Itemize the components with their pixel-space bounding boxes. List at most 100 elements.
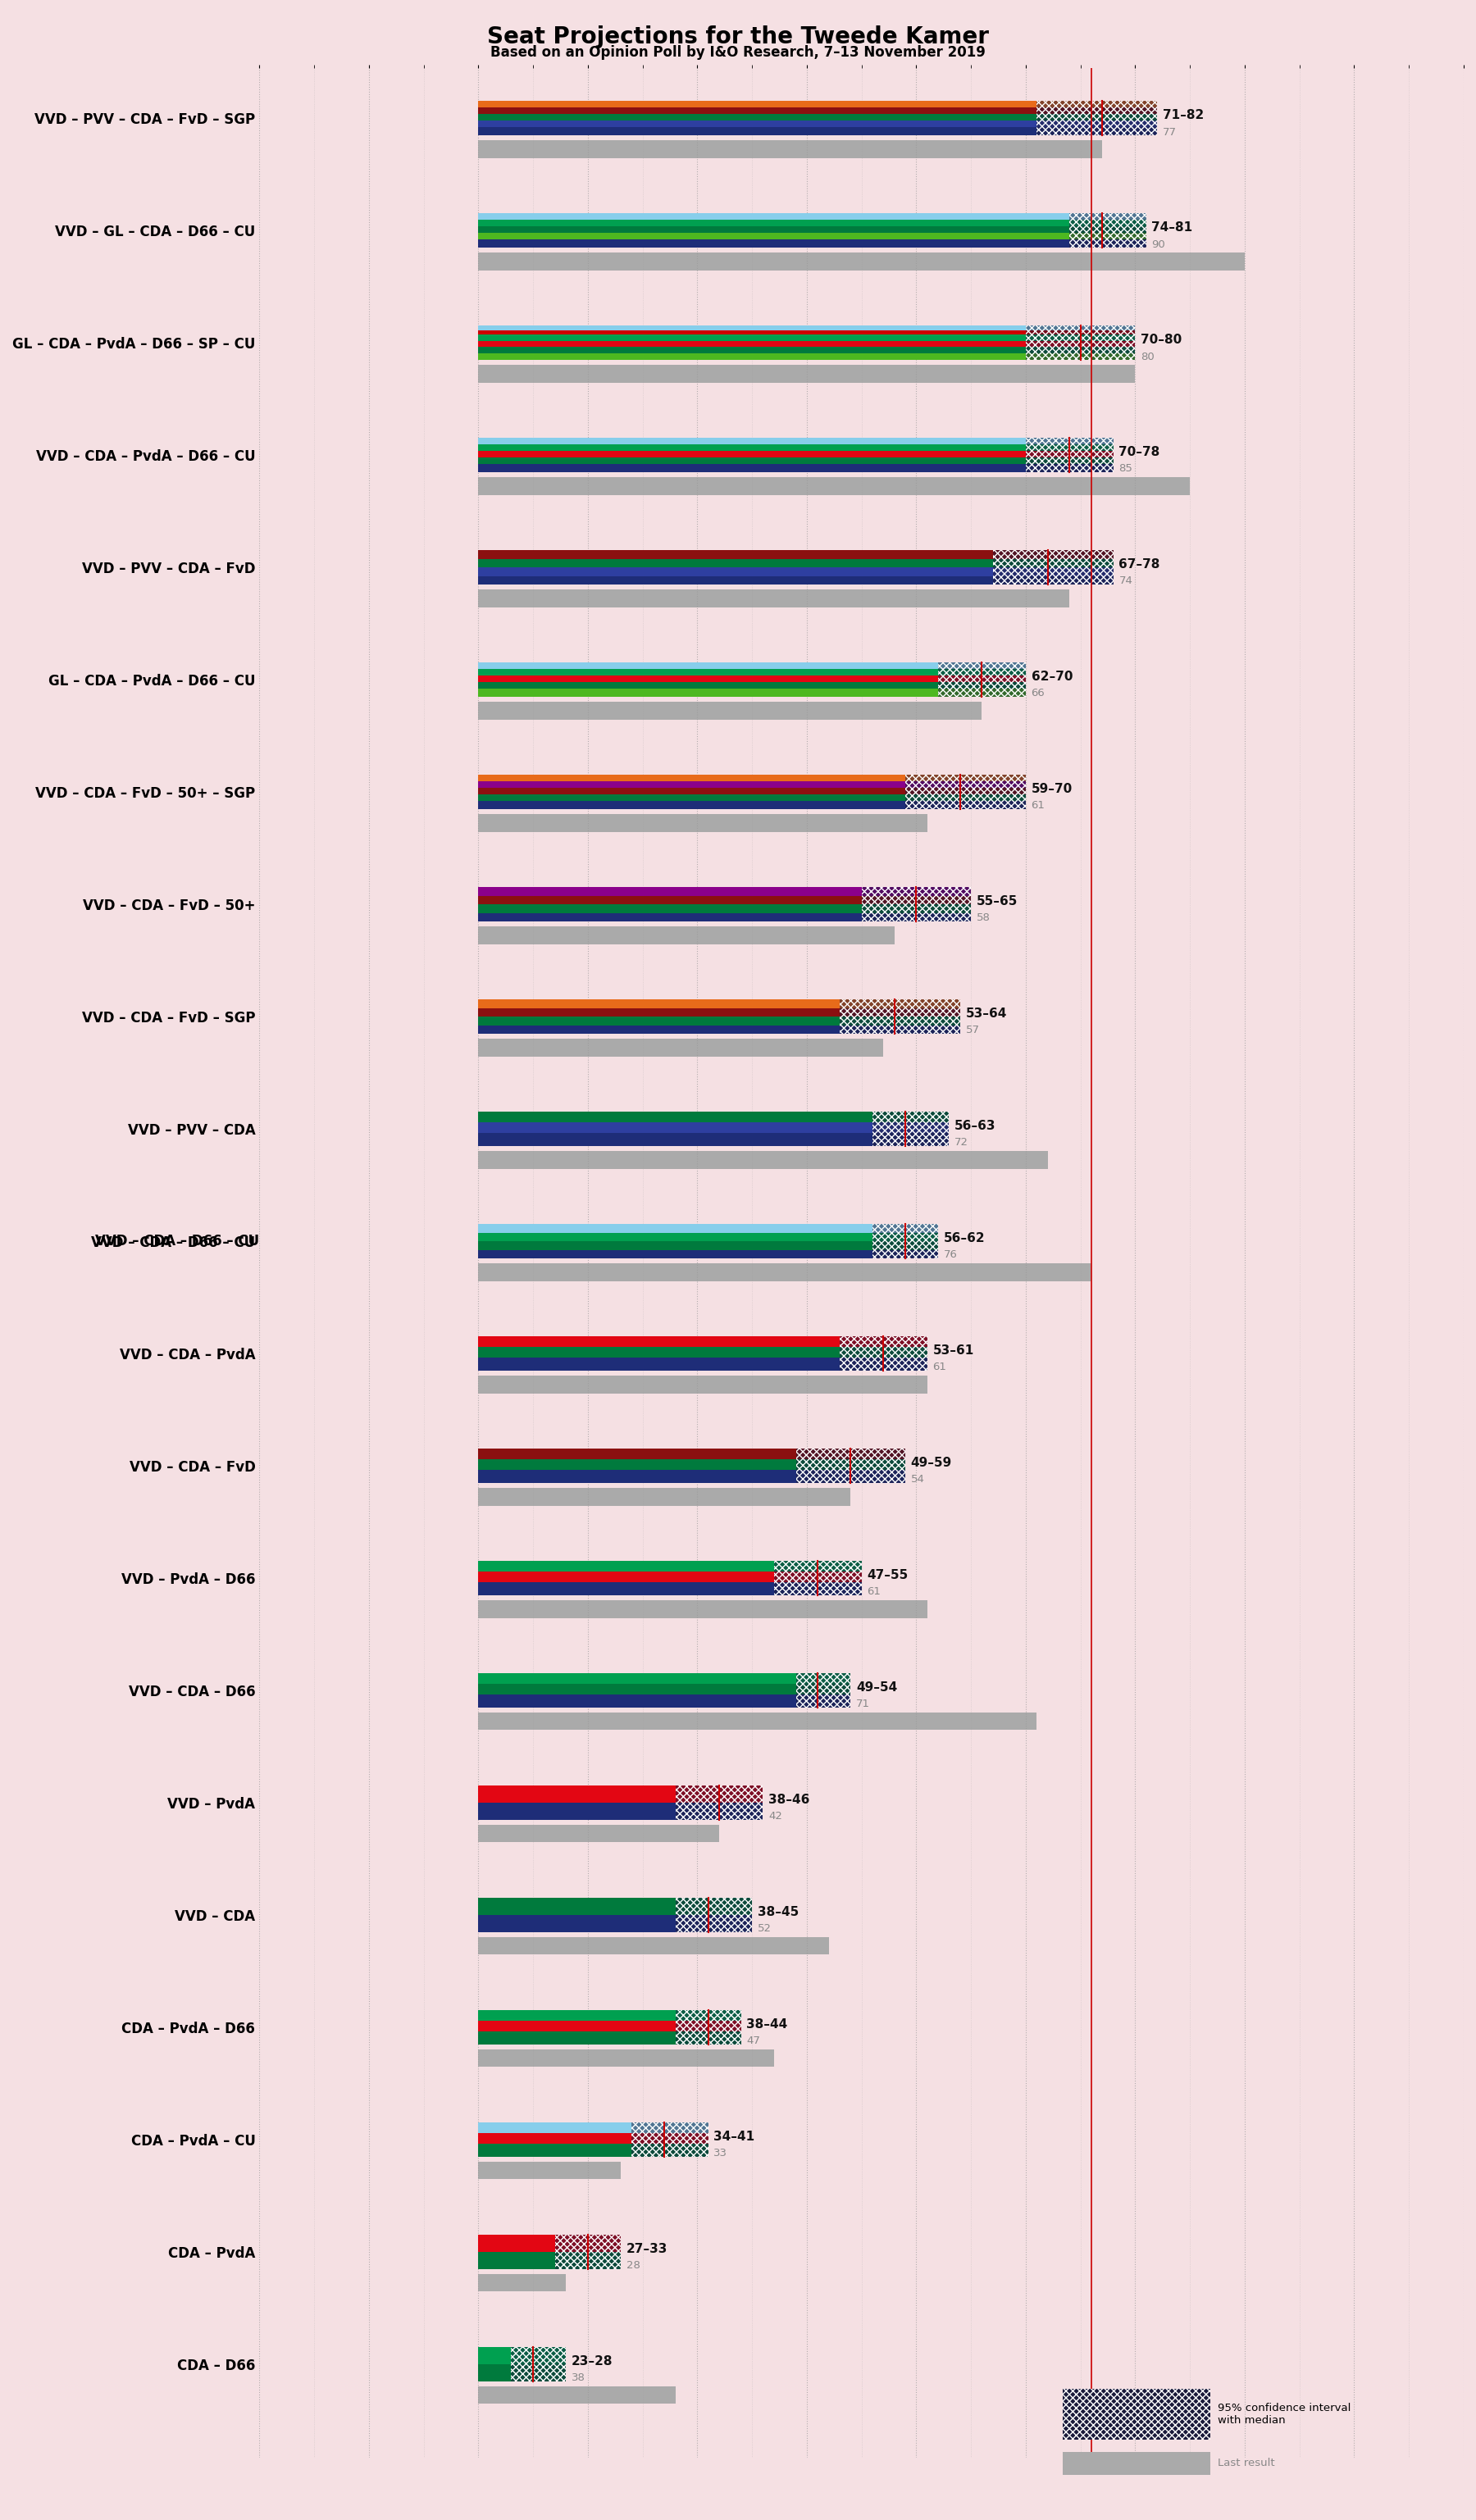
Text: 47–55: 47–55 (866, 1570, 908, 1580)
Bar (796, 1673, 850, 1709)
Bar (478, 2273, 565, 2291)
Bar (478, 703, 982, 718)
Bar (872, 1225, 939, 1257)
Text: Seat Projections for the Tweede Kamer: Seat Projections for the Tweede Kamer (487, 25, 989, 48)
Bar (872, 1111, 949, 1147)
Text: 70–78: 70–78 (1119, 446, 1160, 459)
Bar (862, 887, 971, 922)
Bar (840, 1336, 927, 1371)
Bar (1036, 101, 1157, 136)
Text: 72: 72 (955, 1137, 968, 1149)
Bar (478, 1376, 927, 1394)
Bar (1070, 214, 1147, 247)
Text: 80: 80 (1141, 350, 1154, 363)
Text: 66: 66 (1032, 688, 1045, 698)
Text: 61: 61 (1032, 801, 1045, 811)
Text: VVD – CDA – D66 – CU: VVD – CDA – D66 – CU (96, 1235, 260, 1250)
Text: 28: 28 (626, 2260, 641, 2271)
Text: 38–46: 38–46 (769, 1794, 810, 1807)
Bar (905, 776, 1026, 809)
Text: 71–82: 71–82 (1163, 108, 1204, 121)
Bar (478, 1263, 1091, 1280)
Bar (1026, 325, 1135, 360)
Bar (905, 776, 1026, 809)
Bar (555, 2235, 620, 2268)
Bar (478, 1600, 927, 1618)
Bar (939, 663, 1026, 698)
Text: 90: 90 (1151, 239, 1166, 249)
Bar (478, 1152, 1048, 1169)
Bar (632, 2122, 708, 2157)
Text: 56–62: 56–62 (943, 1232, 984, 1245)
Bar (478, 590, 1070, 607)
Bar (1036, 101, 1157, 136)
Text: 27–33: 27–33 (626, 2243, 667, 2255)
Bar (1070, 214, 1147, 247)
Bar (478, 476, 1190, 494)
Text: 70–80: 70–80 (1141, 333, 1182, 345)
Bar (478, 365, 1135, 383)
Text: 53–64: 53–64 (965, 1008, 1007, 1021)
Bar (511, 2346, 565, 2381)
Text: 49–54: 49–54 (856, 1681, 897, 1693)
Text: 59–70: 59–70 (1032, 784, 1073, 796)
Text: 95% confidence interval
with median: 95% confidence interval with median (1218, 2402, 1351, 2427)
Bar (478, 1489, 850, 1504)
Bar (796, 1673, 850, 1709)
Bar (478, 1714, 1036, 1731)
Bar (676, 1787, 763, 1819)
Text: 33: 33 (714, 2147, 728, 2160)
Bar (676, 2011, 741, 2044)
Text: 61: 61 (866, 1588, 881, 1598)
Bar (478, 252, 1244, 270)
Bar (840, 1336, 927, 1371)
Text: 47: 47 (747, 2036, 760, 2046)
Text: 74–81: 74–81 (1151, 222, 1193, 234)
Bar (1026, 325, 1135, 360)
Bar (840, 1000, 959, 1033)
Bar (478, 814, 927, 832)
Bar (676, 2011, 741, 2044)
Text: 71: 71 (856, 1698, 869, 1709)
Bar (478, 141, 1103, 159)
Bar (478, 1938, 828, 1956)
Bar (478, 1824, 719, 1842)
Text: 76: 76 (943, 1250, 958, 1260)
Bar (993, 549, 1113, 585)
Text: 42: 42 (769, 1812, 782, 1822)
Text: 23–28: 23–28 (571, 2356, 613, 2366)
Bar (632, 2122, 708, 2157)
Bar (676, 1898, 751, 1933)
Text: 61: 61 (933, 1361, 946, 1373)
Bar (939, 663, 1026, 698)
Bar (796, 1449, 905, 1484)
Bar (1026, 438, 1113, 471)
Text: 34–41: 34–41 (714, 2129, 754, 2142)
Text: 62–70: 62–70 (1032, 670, 1073, 683)
Text: Based on an Opinion Poll by I&O Research, 7–13 November 2019: Based on an Opinion Poll by I&O Research… (490, 45, 986, 60)
Text: 38–45: 38–45 (757, 1905, 799, 1918)
Text: 52: 52 (757, 1923, 772, 1935)
Bar (872, 1225, 939, 1257)
Bar (796, 1449, 905, 1484)
Bar (993, 549, 1113, 585)
Text: 49–59: 49–59 (911, 1457, 952, 1469)
Bar (511, 2346, 565, 2381)
Text: 57: 57 (965, 1026, 980, 1036)
Text: Last result: Last result (1218, 2457, 1275, 2470)
Bar (1026, 438, 1113, 471)
Bar (478, 927, 894, 945)
Text: 38: 38 (571, 2374, 584, 2384)
Bar (478, 2162, 620, 2180)
Bar (773, 1560, 862, 1595)
Text: 38–44: 38–44 (747, 2019, 788, 2031)
Text: 85: 85 (1119, 464, 1132, 474)
Bar (478, 2049, 773, 2066)
Bar (555, 2235, 620, 2268)
Text: 74: 74 (1119, 577, 1132, 587)
Text: 55–65: 55–65 (977, 895, 1018, 907)
Bar (840, 1000, 959, 1033)
Bar (478, 2386, 676, 2404)
Text: 67–78: 67–78 (1119, 559, 1160, 570)
Text: 56–63: 56–63 (955, 1119, 996, 1131)
